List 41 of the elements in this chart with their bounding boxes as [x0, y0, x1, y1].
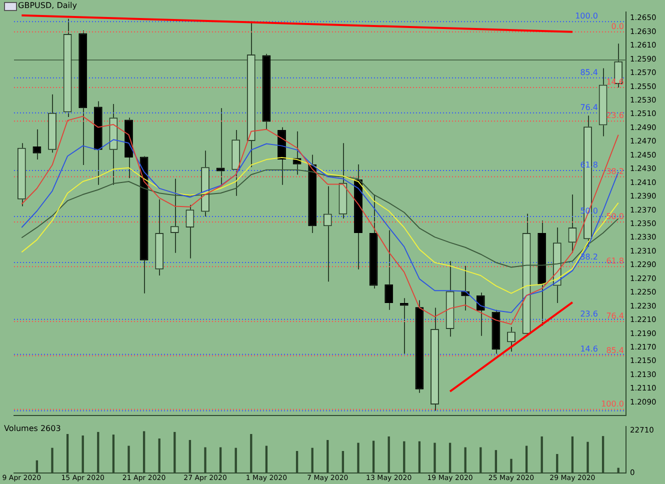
annotation: 85.4	[580, 68, 598, 77]
candlestick	[308, 154, 317, 234]
annotation: 76.4	[606, 312, 624, 321]
candlestick	[109, 103, 118, 186]
annotation: 38.2	[580, 252, 598, 262]
candlestick	[522, 213, 531, 336]
candlestick	[17, 142, 26, 207]
candlestick	[338, 142, 348, 220]
candlestick	[94, 100, 102, 186]
candlestick	[354, 164, 362, 270]
candlestick	[384, 230, 394, 310]
candlestick	[598, 68, 608, 137]
chart-title: Volumes 2603	[4, 424, 61, 433]
annotation: 85.4	[606, 346, 624, 355]
candlestick	[369, 194, 378, 290]
candlestick	[538, 220, 546, 326]
annotation: 61.8	[606, 256, 624, 266]
annotation: 100.0	[575, 12, 598, 21]
candlestick	[430, 307, 439, 412]
annotation: 23.6	[580, 310, 598, 319]
annotation: 0.0	[611, 22, 624, 31]
candlestick	[476, 292, 485, 336]
candlestick	[63, 18, 72, 118]
candlestick	[78, 30, 88, 166]
candlestick	[415, 300, 424, 394]
chart-title: GBPUSD, Daily	[18, 1, 77, 10]
candlestick	[186, 204, 194, 259]
candlestick	[568, 194, 577, 254]
annotation: 76.4	[580, 102, 598, 112]
annotation: 14.6	[580, 344, 598, 354]
annotation: 38.2	[606, 166, 624, 176]
candlestick	[155, 198, 164, 276]
candlestick	[262, 53, 271, 131]
candlestick	[201, 150, 210, 217]
candlestick	[446, 260, 454, 338]
annotation: 100.0	[601, 399, 624, 408]
candlestick	[232, 130, 240, 196]
candlestick	[124, 117, 133, 179]
candlestick	[246, 21, 256, 168]
candlestick	[140, 156, 148, 294]
candlestick	[48, 94, 56, 154]
